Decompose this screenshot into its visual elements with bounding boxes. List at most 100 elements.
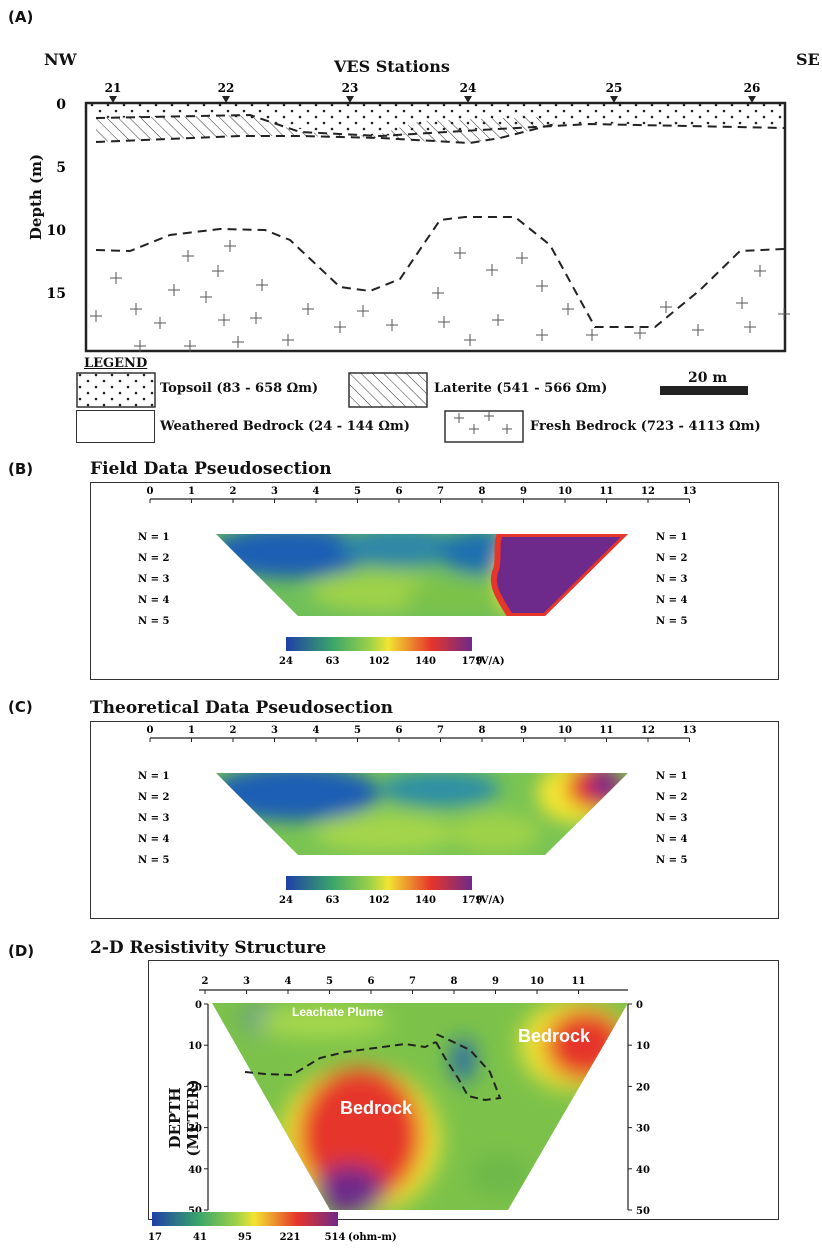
bedrock-boundary bbox=[95, 216, 785, 328]
fresh-bedrock-cross bbox=[660, 301, 672, 313]
bedrock-right-label: Bedrock bbox=[518, 1026, 591, 1046]
x-tick-label: 6 bbox=[396, 486, 403, 497]
x-tick-label: 1 bbox=[188, 486, 195, 497]
fresh-bedrock-cross bbox=[256, 279, 268, 291]
station-label: 21 bbox=[105, 81, 122, 95]
fresh-bedrock-cross bbox=[130, 303, 142, 315]
station-marker-icon bbox=[222, 96, 230, 103]
resistivity-structure: 2 3 4 5 6 7 8 9 10 11 0 0 10 10 20 20 30 30 40 40 50 50 17 41… bbox=[148, 976, 650, 1243]
x-tick-label: 8 bbox=[479, 486, 486, 497]
fresh-bedrock-cross bbox=[302, 303, 314, 315]
fresh-bedrock-cross bbox=[464, 334, 476, 346]
x-tick-label: 4 bbox=[313, 486, 320, 497]
x-tick-label: 10 bbox=[530, 976, 544, 987]
legend-fresh-swatch bbox=[444, 410, 524, 443]
colorbar-unit: (V/A) bbox=[476, 895, 505, 906]
legend-weathered-label: Weathered Bedrock (24 - 144 Ωm) bbox=[160, 419, 410, 434]
fresh-bedrock-cross bbox=[492, 314, 504, 326]
station-marker-icon bbox=[346, 96, 354, 103]
fresh-bedrock-cross bbox=[516, 252, 528, 264]
level-label-right: N = 1 bbox=[656, 532, 687, 543]
colorbar-tick-label: 140 bbox=[415, 895, 436, 906]
x-tick-label: 9 bbox=[520, 725, 527, 736]
x-tick-label: 9 bbox=[492, 976, 499, 987]
depth-tick-right: 40 bbox=[636, 1165, 650, 1176]
x-tick-label: 9 bbox=[520, 486, 527, 497]
plume-boundary bbox=[244, 1033, 502, 1102]
fresh-bedrock-cross bbox=[154, 317, 166, 329]
legend-laterite-swatch bbox=[348, 372, 428, 408]
panel-d-tag: (D) bbox=[8, 942, 35, 960]
station-marker-icon bbox=[464, 96, 472, 103]
x-tick-label: 0 bbox=[147, 486, 154, 497]
fresh-bedrock-cross bbox=[454, 247, 466, 259]
x-tick-label: 10 bbox=[558, 486, 572, 497]
colorbar-tick-label: 63 bbox=[326, 656, 340, 667]
legend-topsoil-label: Topsoil (83 - 658 Ωm) bbox=[160, 381, 319, 396]
x-tick-label: 2 bbox=[202, 976, 209, 987]
fresh-bedrock-cross bbox=[754, 265, 766, 277]
bedrock-left-label: Bedrock bbox=[340, 1098, 413, 1118]
fresh-bedrock-cross bbox=[168, 284, 180, 296]
depth-tick-left: 0 bbox=[195, 1000, 202, 1011]
depth-tick-left: 40 bbox=[188, 1165, 202, 1176]
depth-tick-right: 20 bbox=[636, 1082, 650, 1093]
fresh-bedrock-cross bbox=[212, 265, 224, 277]
level-label-right: N = 5 bbox=[656, 855, 687, 866]
station-label: 23 bbox=[342, 81, 359, 95]
colorbar-tick-label: 221 bbox=[280, 1232, 301, 1243]
fresh-bedrock-cross bbox=[282, 334, 294, 346]
fresh-bedrock-cross bbox=[536, 329, 548, 341]
scale-bar-label: 20 m bbox=[688, 370, 728, 386]
x-tick-label: 2 bbox=[230, 486, 237, 497]
x-tick-label: 4 bbox=[313, 725, 320, 736]
fresh-bedrock-cross bbox=[110, 272, 122, 284]
fresh-bedrock-cross bbox=[250, 312, 262, 324]
fresh-bedrock-cross bbox=[218, 314, 230, 326]
x-tick-label: 7 bbox=[437, 486, 444, 497]
panel-d-title: 2-D Resistivity Structure bbox=[90, 938, 327, 958]
depth-axis-label: Depth (m) bbox=[27, 153, 45, 241]
fresh-bedrock-cross bbox=[586, 329, 598, 341]
level-label-right: N = 4 bbox=[656, 595, 687, 606]
depth-meter-label: DEPTH (METER) bbox=[166, 1079, 202, 1157]
fresh-bedrock-cross bbox=[486, 264, 498, 276]
x-tick-label: 6 bbox=[396, 725, 403, 736]
colorbar-tick-label: 179 bbox=[462, 895, 483, 906]
station-label: 25 bbox=[606, 81, 623, 95]
colorbar-tick-label: 179 bbox=[462, 656, 483, 667]
fresh-bedrock-cross bbox=[736, 297, 748, 309]
level-label-right: N = 3 bbox=[656, 574, 687, 585]
fresh-bedrock-cross bbox=[438, 316, 450, 328]
legend-fresh-label: Fresh Bedrock (723 - 4113 Ωm) bbox=[530, 419, 761, 434]
level-label-right: N = 3 bbox=[656, 813, 687, 824]
x-tick-label: 8 bbox=[479, 725, 486, 736]
fresh-bedrock-cross bbox=[634, 327, 646, 339]
x-tick-label: 11 bbox=[572, 976, 586, 987]
legend-laterite-label: Laterite (541 - 566 Ωm) bbox=[434, 381, 608, 396]
fresh-bedrock-cross bbox=[744, 321, 756, 333]
colorbar-tick-label: 140 bbox=[415, 656, 436, 667]
colorbar-tick-label: 41 bbox=[193, 1232, 207, 1243]
se-label: SE bbox=[796, 50, 820, 69]
x-tick-label: 13 bbox=[683, 725, 697, 736]
colorbar-tick-label: 24 bbox=[279, 895, 293, 906]
level-label-left: N = 2 bbox=[138, 792, 169, 803]
colorbar-unit: (ohm-m) bbox=[348, 1232, 397, 1243]
fresh-bedrock-cross bbox=[90, 310, 102, 322]
fresh-bedrock-cross bbox=[232, 336, 244, 348]
colorbar-tick-label: 102 bbox=[369, 656, 390, 667]
x-tick-label: 11 bbox=[600, 725, 614, 736]
x-tick-label: 3 bbox=[243, 976, 250, 987]
level-label-left: N = 5 bbox=[138, 855, 169, 866]
nw-label: NW bbox=[44, 50, 77, 69]
x-tick-label: 3 bbox=[271, 486, 278, 497]
laterite-layer-2 bbox=[380, 117, 555, 143]
level-label-right: N = 5 bbox=[656, 616, 687, 627]
level-label-left: N = 4 bbox=[138, 834, 169, 845]
level-label-right: N = 1 bbox=[656, 771, 687, 782]
x-tick-label: 3 bbox=[271, 725, 278, 736]
fresh-bedrock-cross bbox=[432, 287, 444, 299]
level-label-right: N = 4 bbox=[656, 834, 687, 845]
